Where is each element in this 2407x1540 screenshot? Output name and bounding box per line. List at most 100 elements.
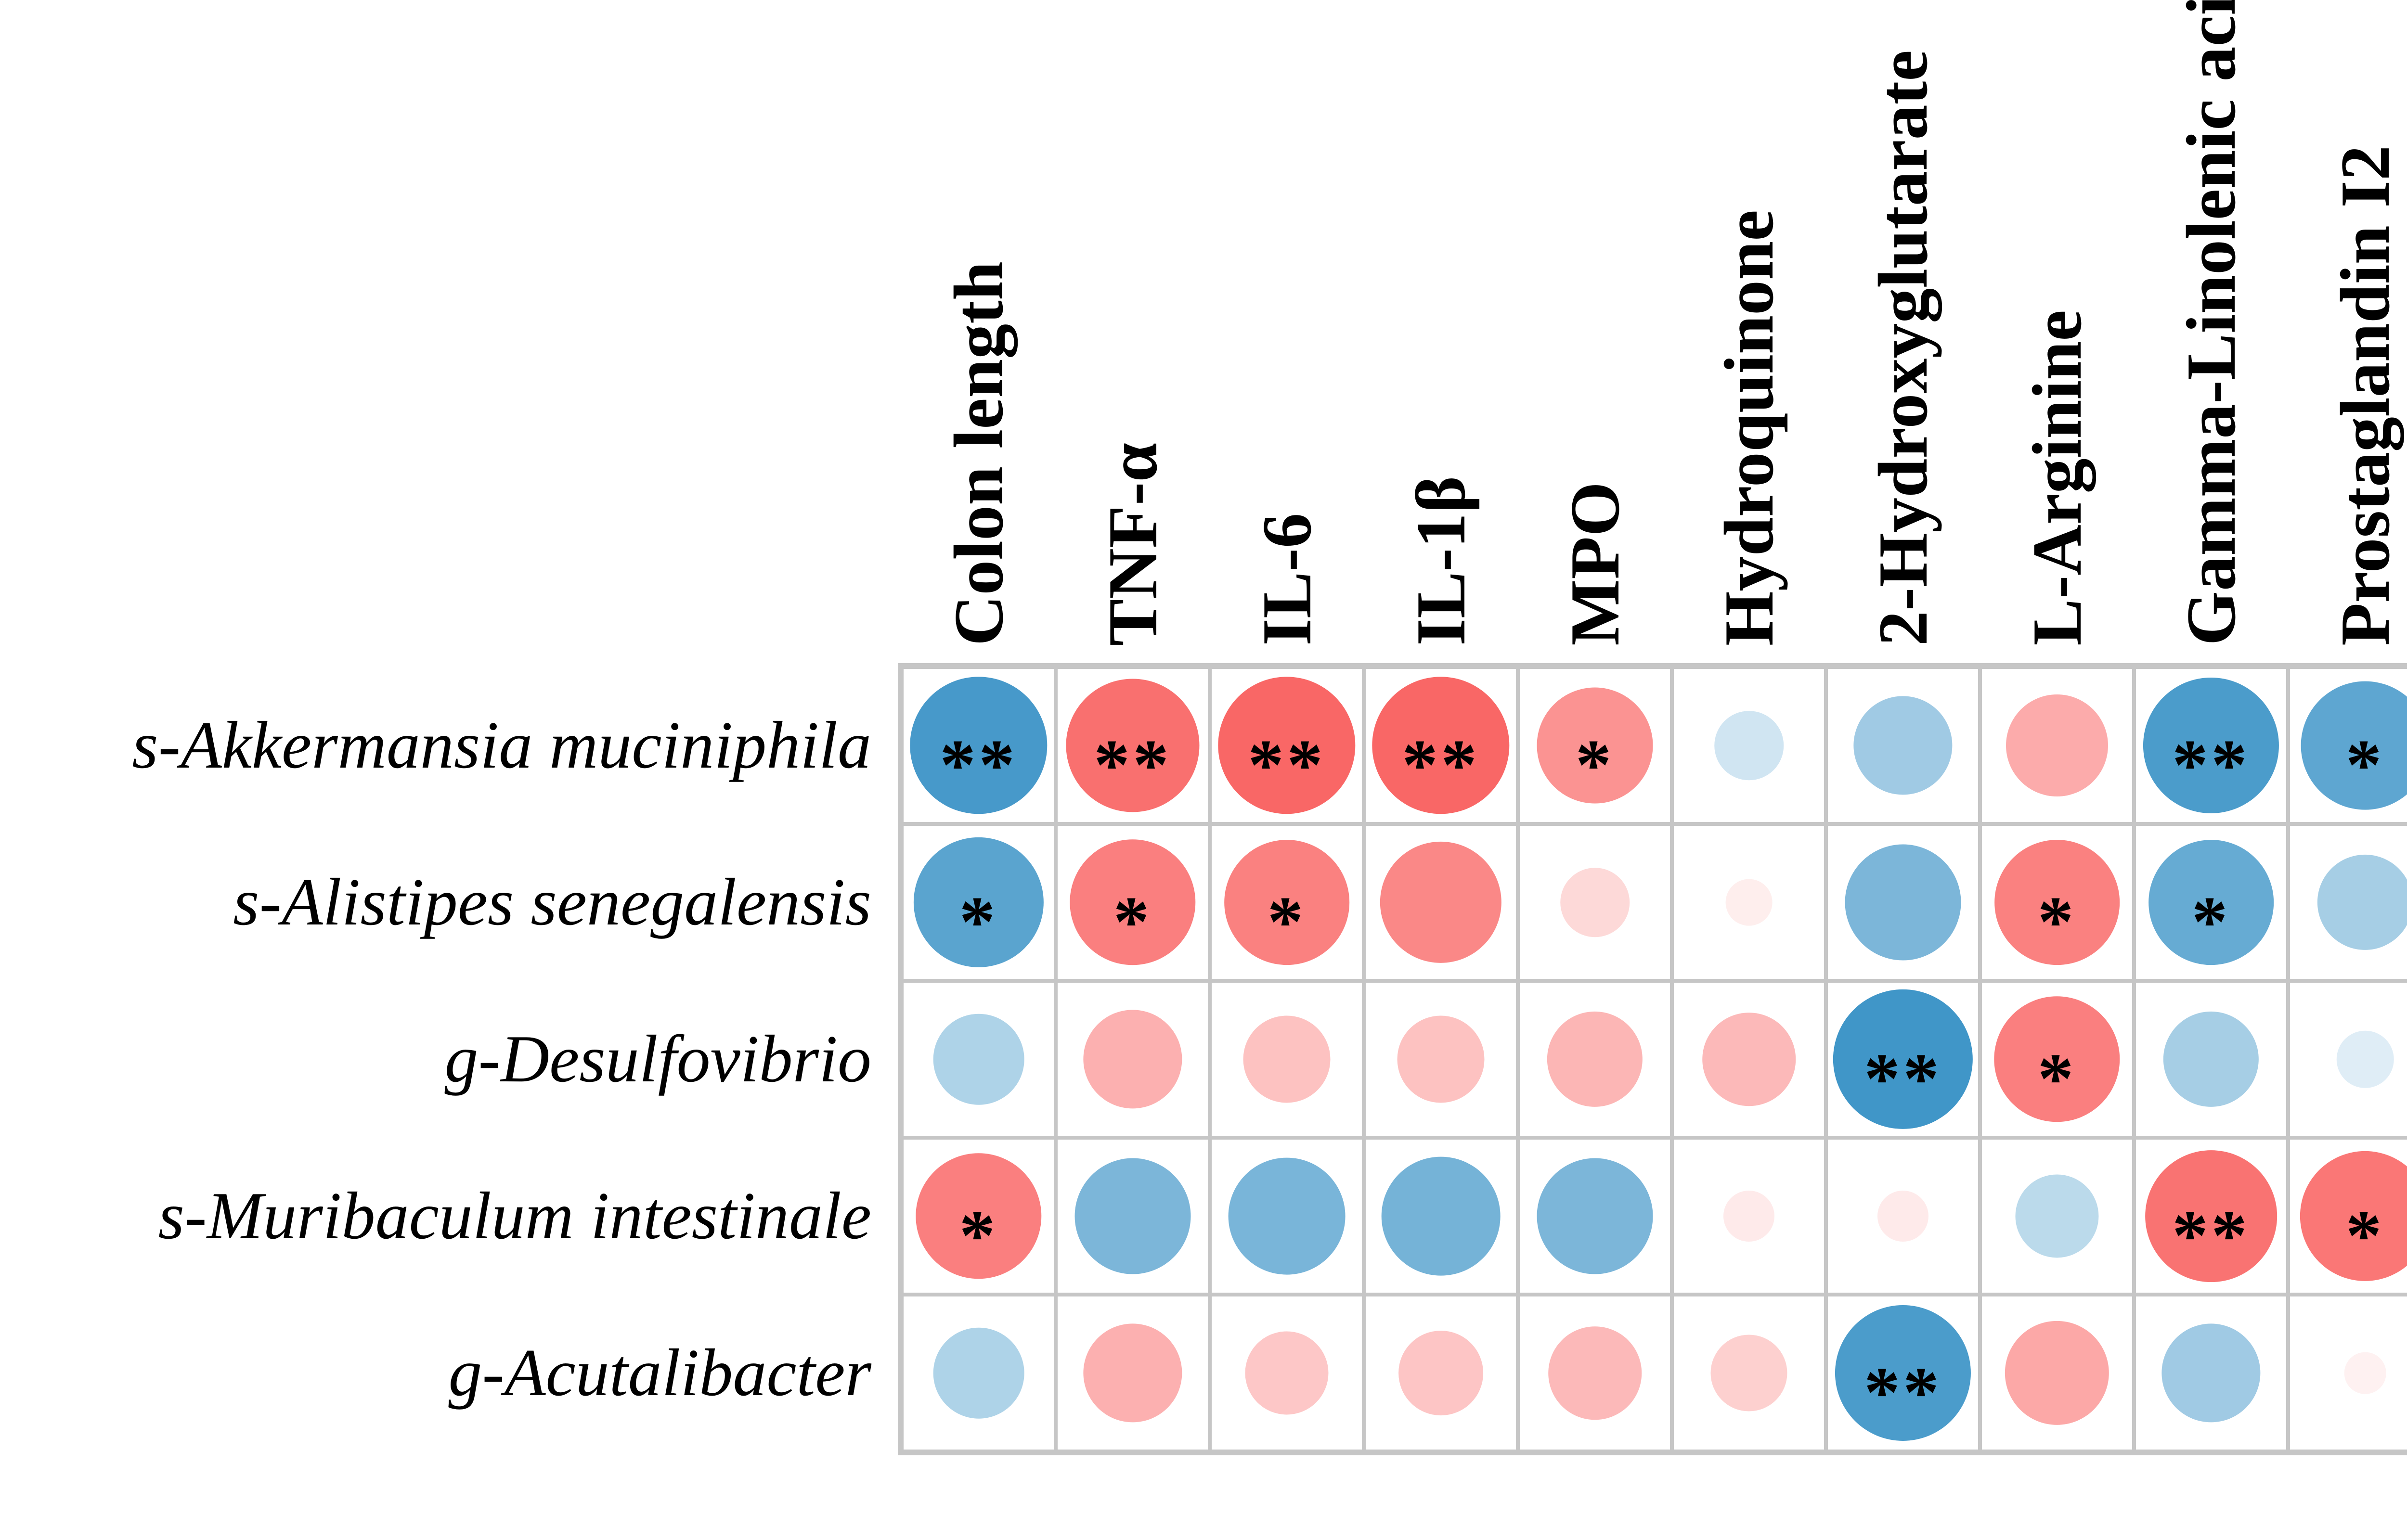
correlation-bubble xyxy=(2148,840,2274,965)
correlation-bubble xyxy=(1725,879,1773,926)
cell-3-4 xyxy=(1520,1140,1670,1293)
correlation-bubble xyxy=(2301,681,2407,810)
cell-0-4: * xyxy=(1520,669,1670,822)
correlation-bubble xyxy=(916,1153,1042,1279)
cell-4-8 xyxy=(2136,1296,2286,1450)
cell-1-0: * xyxy=(904,826,1054,979)
cell-0-2: ** xyxy=(1212,669,1362,822)
correlation-bubble xyxy=(1372,677,1510,814)
correlation-bubble xyxy=(2300,1151,2407,1282)
correlation-bubble xyxy=(1877,1191,1928,1242)
correlation-bubble xyxy=(2161,1323,2261,1423)
column-label-6: 2-Hydroxyglutarate xyxy=(1828,0,1978,646)
row-label-3: s-Muribaculum intestinale xyxy=(0,1140,871,1293)
correlation-bubble xyxy=(1243,1015,1331,1103)
correlation-bubble xyxy=(1070,839,1196,965)
row-label-1: s-Alistipes senegalensis xyxy=(0,826,871,979)
correlation-bubble xyxy=(1994,996,2120,1122)
significance-stars: * xyxy=(959,1195,998,1276)
cell-1-9 xyxy=(2290,826,2407,979)
row-label-text: g-Acutalibacter xyxy=(448,1335,871,1410)
column-label-text: Prostaglandin I2 xyxy=(2326,145,2404,646)
row-label-2: g-Desulfovibrio xyxy=(0,983,871,1136)
cell-4-7 xyxy=(1982,1296,2132,1450)
column-label-text: MPO xyxy=(1556,482,1634,646)
correlation-bubble xyxy=(2143,677,2279,814)
correlation-bubble xyxy=(1835,1305,1971,1441)
correlation-bubble xyxy=(1537,687,1653,804)
column-label-8: Gamma-Linolenic acid xyxy=(2136,0,2286,646)
significance-stars: * xyxy=(2191,882,2231,962)
cell-0-8: ** xyxy=(2136,669,2286,822)
column-label-text: IL-6 xyxy=(1248,513,1326,646)
column-label-3: IL-1β xyxy=(1366,0,1516,646)
cell-3-5 xyxy=(1674,1140,1824,1293)
correlation-bubble xyxy=(1994,840,2120,965)
correlation-bubble xyxy=(1083,1323,1182,1423)
significance-stars: * xyxy=(959,882,998,962)
correlation-bubble xyxy=(2317,854,2407,950)
cell-1-3 xyxy=(1366,826,1516,979)
cell-3-8: ** xyxy=(2136,1140,2286,1293)
cell-0-3: ** xyxy=(1366,669,1516,822)
cell-2-9 xyxy=(2290,983,2407,1136)
cell-4-4 xyxy=(1520,1296,1670,1450)
significance-stars: * xyxy=(1267,882,1307,962)
correlation-bubble xyxy=(1710,1335,1787,1412)
correlation-bubble xyxy=(1560,868,1630,937)
correlation-bubble xyxy=(1845,844,1961,961)
correlation-bubble xyxy=(933,1327,1024,1419)
correlation-bubble xyxy=(1548,1326,1642,1420)
cell-3-0: * xyxy=(904,1140,1054,1293)
correlation-bubble xyxy=(1224,840,1349,965)
cell-4-3 xyxy=(1366,1296,1516,1450)
cell-4-9 xyxy=(2290,1296,2407,1450)
significance-stars: ** xyxy=(2172,1195,2250,1276)
significance-stars: * xyxy=(2345,725,2385,805)
correlation-bubble xyxy=(1380,841,1502,963)
correlation-bubble xyxy=(1245,1331,1329,1415)
correlation-bubble xyxy=(2344,1352,2386,1394)
cell-4-2 xyxy=(1212,1296,1362,1450)
row-label-0: s-Akkermansia muciniphila xyxy=(0,669,871,822)
correlation-bubble xyxy=(1714,711,1784,780)
correlation-bubble xyxy=(1397,1015,1485,1103)
significance-stars: * xyxy=(2037,1039,2077,1119)
column-label-text: Hydroquinone xyxy=(1710,209,1788,646)
cell-2-2 xyxy=(1212,983,1362,1136)
cell-4-5 xyxy=(1674,1296,1824,1450)
cell-4-1 xyxy=(1058,1296,1208,1450)
cell-0-9: * xyxy=(2290,669,2407,822)
cell-2-6: ** xyxy=(1828,983,1978,1136)
cell-3-7 xyxy=(1982,1140,2132,1293)
significance-stars: * xyxy=(1575,725,1615,805)
correlation-bubble xyxy=(1066,679,1200,812)
column-label-7: L-Arginine xyxy=(1982,0,2132,646)
correlation-bubble xyxy=(2006,694,2108,796)
correlation-bubble xyxy=(910,677,1048,814)
correlation-bubble xyxy=(913,837,1044,968)
significance-stars: ** xyxy=(940,725,1018,805)
significance-stars: ** xyxy=(1864,1352,1942,1433)
cell-3-1 xyxy=(1058,1140,1208,1293)
correlation-bubble xyxy=(1398,1331,1483,1415)
cell-0-1: ** xyxy=(1058,669,1208,822)
correlation-bubble xyxy=(1381,1156,1501,1276)
correlation-bubble xyxy=(1547,1011,1643,1107)
cell-2-0 xyxy=(904,983,1054,1136)
cell-2-3 xyxy=(1366,983,1516,1136)
column-label-9: Prostaglandin I2 xyxy=(2290,0,2407,646)
column-label-4: MPO xyxy=(1520,0,1670,646)
cell-1-8: * xyxy=(2136,826,2286,979)
cell-3-6 xyxy=(1828,1140,1978,1293)
cell-1-7: * xyxy=(1982,826,2132,979)
cell-3-3 xyxy=(1366,1140,1516,1293)
cell-1-4 xyxy=(1520,826,1670,979)
correlation-grid: ** ** ** ** * ** * * * * * * ** * * ** * ** xyxy=(898,663,2407,1455)
correlation-bubble xyxy=(1537,1158,1653,1274)
cell-0-0: ** xyxy=(904,669,1054,822)
cell-2-4 xyxy=(1520,983,1670,1136)
correlation-bubble xyxy=(2005,1321,2109,1425)
correlation-bubble xyxy=(1083,1010,1182,1109)
